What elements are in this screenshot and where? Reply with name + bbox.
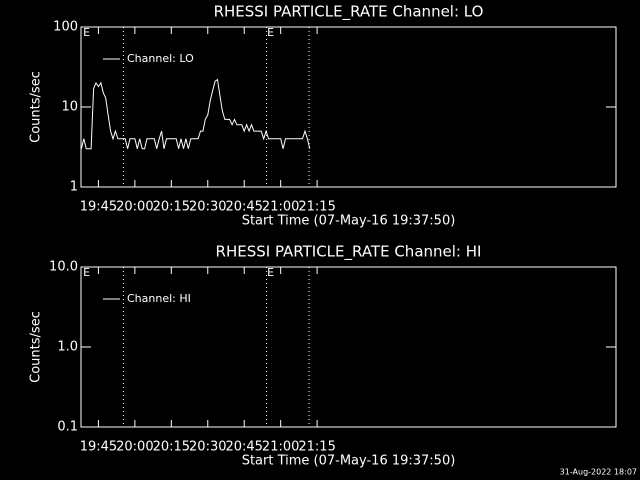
y-tick-label: 10 xyxy=(61,100,78,115)
y-tick-label: 1.0 xyxy=(57,340,78,355)
x-tick-label: 20:45 xyxy=(225,440,262,455)
y-tick-label: 0.1 xyxy=(57,420,78,435)
x-tick-label: 21:15 xyxy=(298,440,335,455)
plot-frame xyxy=(80,266,617,428)
y-tick-label: 1 xyxy=(70,180,78,195)
legend-label: Channel: HI xyxy=(127,292,191,305)
footer-stamp: 31-Aug-2022 18:07 xyxy=(560,468,637,477)
plot-frame xyxy=(80,26,617,188)
y-axis-label: Counts/sec xyxy=(29,311,44,383)
x-axis-label: Start Time (07-May-16 19:37:50) xyxy=(242,454,456,469)
y-axis-label: Counts/sec xyxy=(29,71,44,143)
x-tick-label: 21:00 xyxy=(262,200,299,215)
x-tick-label: 20:00 xyxy=(116,440,153,455)
x-tick-label: 20:00 xyxy=(116,200,153,215)
x-tick-label: 20:15 xyxy=(153,200,190,215)
x-tick-label: 20:45 xyxy=(225,200,262,215)
x-tick-label: 21:00 xyxy=(262,440,299,455)
x-tick-label: 19:45 xyxy=(80,440,117,455)
x-axis-label: Start Time (07-May-16 19:37:50) xyxy=(242,214,456,229)
event-marker: E xyxy=(267,266,274,279)
event-marker: E xyxy=(83,266,90,279)
data-line xyxy=(80,78,311,150)
x-tick-label: 19:45 xyxy=(80,200,117,215)
x-tick-label: 20:30 xyxy=(189,200,226,215)
y-tick-label: 100 xyxy=(53,20,78,35)
y-tick-label: 10.0 xyxy=(49,260,78,275)
x-tick-label: 20:30 xyxy=(189,440,226,455)
x-tick-label: 21:15 xyxy=(298,200,335,215)
event-marker: E xyxy=(267,26,274,39)
chart-title: RHESSI PARTICLE_RATE Channel: HI xyxy=(216,243,482,262)
legend-label: Channel: LO xyxy=(127,52,194,65)
chart-title: RHESSI PARTICLE_RATE Channel: LO xyxy=(214,3,484,22)
x-tick-label: 20:15 xyxy=(153,440,190,455)
event-marker: E xyxy=(83,26,90,39)
